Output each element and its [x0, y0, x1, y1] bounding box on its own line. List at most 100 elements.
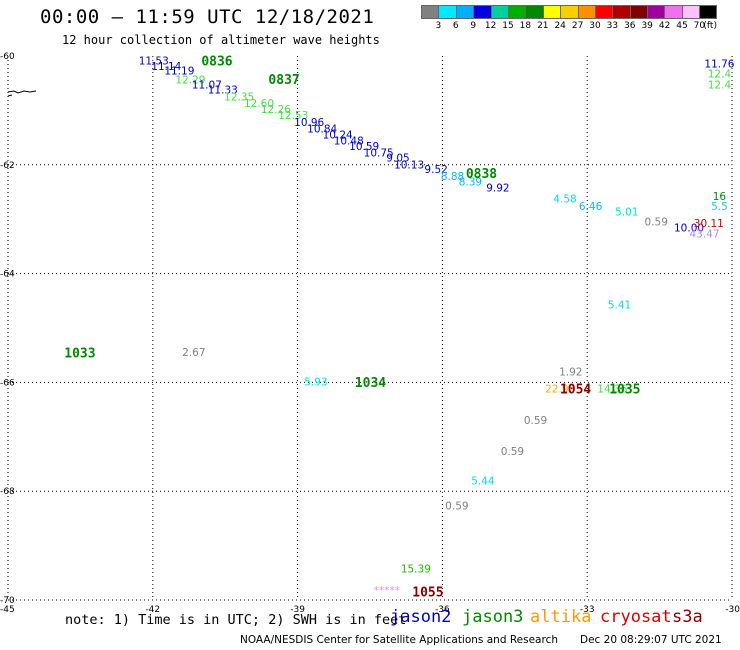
colorbar-swatch [421, 5, 439, 19]
wave-height-label: 30.11 [694, 218, 724, 230]
plot-frame [7, 56, 733, 601]
wave-height-label: 10.13 [394, 159, 424, 171]
wave-height-label: 11.07 [192, 79, 222, 91]
colorbar-label: 6 [452, 21, 459, 31]
x-tick-label: -42 [145, 605, 160, 615]
y-tick-label: -64 [0, 270, 15, 280]
wave-height-label: 0.59 [445, 500, 468, 512]
colorbar-label: 70 [693, 21, 706, 31]
chart-title: 00:00 – 11:59 UTC 12/18/2021 [40, 6, 375, 28]
colorbar-label: 42 [658, 21, 671, 31]
colorbar-swatch [612, 5, 630, 19]
colorbar-swatch [647, 5, 665, 19]
legend-jason3: jason3 [462, 607, 524, 627]
wave-height-label: 5.93 [304, 376, 327, 388]
y-tick-label: -60 [0, 52, 15, 62]
colorbar-swatch [542, 5, 561, 19]
colorbar-swatch [699, 5, 717, 19]
time-stamps: 0836 0837 0838 1033 1034 1035 1054 1055 [64, 54, 640, 600]
wave-height-label: 11.53 [139, 55, 169, 67]
wave-height-label: 9.92 [486, 183, 509, 195]
y-tick-label: -68 [0, 487, 15, 497]
colorbar-label: 24 [554, 21, 566, 31]
colorbar-labels: (ft) 3 6 9 12 15 18 21 24 27 30 33 36 39 42 45 70 [421, 21, 740, 33]
colorbar-label: 33 [606, 21, 619, 31]
wave-height-label: 12.53 [278, 110, 308, 122]
colorbar-swatch [629, 5, 648, 19]
y-tick-label: -70 [0, 596, 15, 606]
wave-height-label: 10.48 [334, 135, 364, 147]
wave-height-label: 0.59 [501, 446, 524, 458]
pass-time-label: 1033 [64, 346, 95, 361]
wave-height-label: 6.46 [579, 201, 603, 213]
colorbar-swatch [577, 5, 595, 19]
wave-height-label: 10.96 [294, 117, 324, 129]
colorbar-swatch [473, 5, 491, 19]
wave-height-label: 12.29 [175, 74, 205, 86]
colorbar-swatch [594, 5, 613, 19]
colorbar-swatch [455, 5, 474, 19]
colorbar-label: 39 [641, 21, 653, 31]
wave-height-label: 8.39 [459, 177, 482, 189]
colorbar-swatch [664, 5, 682, 19]
colorbar-label: 27 [571, 21, 584, 31]
pass-time-label: 1054 [560, 382, 591, 397]
x-tick-label: -39 [290, 605, 305, 615]
legend-altika: altika [530, 607, 592, 627]
x-tick-label: -45 [0, 605, 15, 615]
colorbar-unit: (ft) [703, 21, 717, 31]
wave-height-label: 14.36 [597, 383, 627, 395]
wave-height-label: 9.52 [424, 164, 447, 176]
wave-height-label: 11.33 [208, 85, 238, 97]
wave-height-label: 5.44 [471, 475, 495, 487]
wave-height-label: 10.00 [674, 222, 704, 234]
colorbar-label: 36 [624, 21, 636, 31]
legend-jason2: jason2 [390, 607, 452, 627]
wave-height-label: 0.59 [524, 415, 547, 427]
colorbar-label: 21 [537, 21, 549, 31]
pass-time-label: 0836 [201, 54, 232, 69]
colorbar-label: 3 [435, 21, 442, 31]
pass-time-label: 1055 [412, 585, 443, 600]
wave-height-label: 16 [713, 191, 727, 203]
x-tick-label: -33 [580, 605, 595, 615]
wave-height-label: 12.4 [708, 79, 732, 91]
pass-time-label: 0837 [268, 73, 299, 88]
chart-subtitle: 12 hour collection of altimeter wave hei… [62, 33, 380, 47]
generated-timestamp: Dec 20 08:29:07 UTC 2021 [580, 634, 722, 646]
wave-height-label: 15.39 [401, 563, 431, 575]
colorbar [421, 5, 717, 19]
colorbar-swatch [681, 5, 700, 19]
wave-height-label: 11.19 [164, 66, 194, 78]
wave-height-label: ***** [374, 585, 400, 597]
colorbar-swatch [490, 5, 508, 19]
wave-height-label: 0.59 [645, 216, 668, 228]
colorbar-label: 18 [519, 21, 532, 31]
wave-height-label: 11.76 [704, 59, 734, 71]
wave-height-label: 12.60 [244, 98, 274, 110]
x-tick-label: -30 [725, 605, 740, 615]
wave-height-label: 2.67 [182, 347, 205, 359]
pass-time-label: 0838 [466, 167, 497, 182]
wave-height-label: 5.01 [615, 207, 638, 219]
colorbar-label: 15 [502, 21, 514, 31]
wave-height-label: 43.47 [689, 228, 719, 240]
pass-time-label: 1034 [355, 376, 386, 391]
colorbar-label: 12 [484, 21, 497, 31]
y-tick-label: -66 [0, 378, 15, 388]
wave-height-label: 10.59 [349, 141, 379, 153]
wave-height-label: 10.24 [323, 129, 353, 141]
colorbar-label: 45 [676, 21, 688, 31]
wave-height-label: 22.95 [545, 383, 575, 395]
colorbar-swatch [438, 5, 456, 19]
wave-height-label: 8.88 [441, 171, 464, 183]
axis-ticks: -45 -42 -39 -36 -33 -30 -60 -62 -64 -66 -68 -70 [0, 52, 740, 615]
legend-s3a: s3a [672, 607, 703, 627]
legend-cryosat: cryosat [600, 607, 672, 627]
colorbar-swatch [507, 5, 526, 19]
pass-time-label: 1035 [609, 382, 640, 397]
wave-height-label: 10.84 [307, 123, 337, 135]
colorbar-swatch [525, 5, 543, 19]
colorbar-swatch [560, 5, 578, 19]
